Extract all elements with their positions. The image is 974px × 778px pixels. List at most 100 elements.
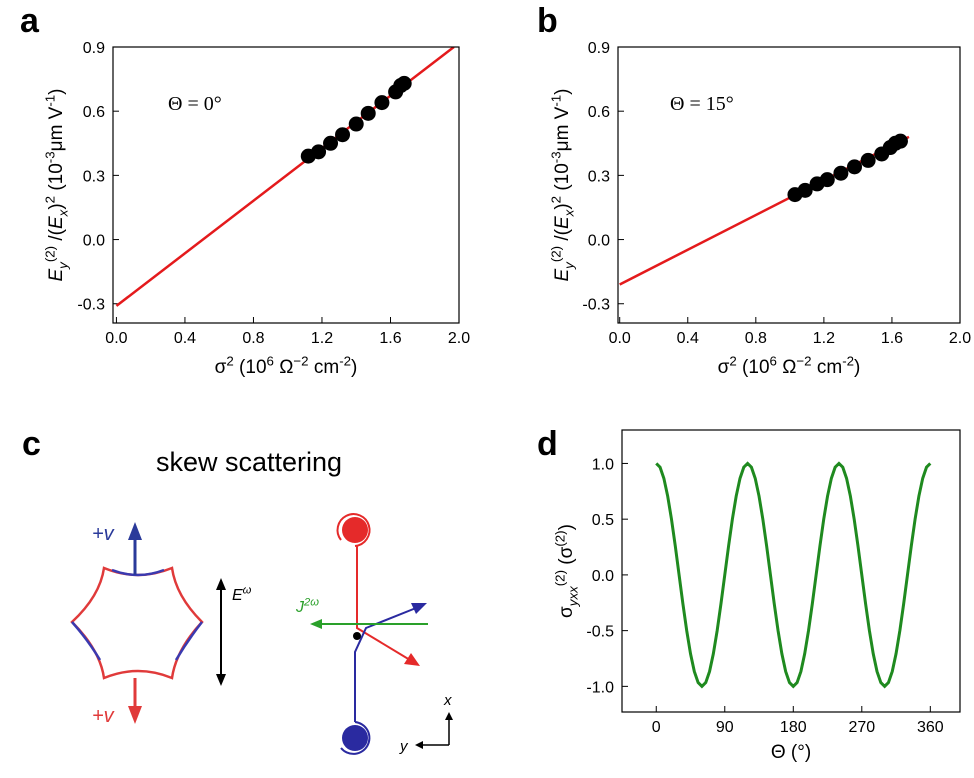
label-part: −2 [796,353,811,368]
data-point [892,133,908,149]
arrowhead [404,653,420,666]
data-point [335,127,351,143]
velocity-label: +v [92,523,115,545]
label-part: -1 [42,95,57,107]
panel-label: d [537,425,558,463]
y-tick-label: 0.0 [588,233,610,250]
chart: a0.0 0.4 0.8 1.2 1.6 2.0-0.30.00.30.60.9σ2 (1… [20,2,470,378]
plot-frame [621,429,961,713]
x-tick-label: 1.2 [813,330,835,347]
arrowhead [128,706,142,724]
label-part: y [56,261,71,270]
arrowhead [216,674,226,686]
label-part: Θ (°) [771,742,811,763]
label-part: -2 [842,353,854,368]
impurity [353,632,361,640]
annotation: Θ = 15° [670,93,734,115]
data-point [311,144,327,160]
y-tick-label: 0.9 [83,40,105,57]
label-part: -1 [548,95,563,107]
label-part: 2 [729,353,736,368]
y-tick-label: -0.5 [586,624,614,641]
y-axis-title: Ey(2) /(Ex)2 (10-3μm V-1) [548,88,576,281]
arrowhead [216,578,226,590]
x-axis-title: σ2 (106 Ω−2 cm-2) [215,353,358,378]
current-label: J2ω [295,597,319,616]
label-part: yxx [566,585,581,607]
label-part: ) [552,88,573,94]
velocity-label: +v [92,705,115,727]
y-tick-label: 0.0 [592,568,614,585]
x-axis-title: σ2 (106 Ω−2 cm-2) [718,353,861,378]
label-part: cm [309,357,340,378]
data-point [374,95,390,111]
panel-label: a [20,2,40,40]
arrowhead [411,603,427,614]
arrowhead [310,619,322,629]
label-part: (2) [42,246,57,262]
diagram-title: skew scattering [156,447,342,477]
label-part: −2 [293,353,308,368]
label-part: (2) [552,570,567,586]
trajectory [354,607,417,722]
arrowhead [415,741,423,749]
arrowhead [445,712,453,720]
label-part: μm V [552,106,573,151]
label-part: σ [215,357,227,378]
scatterer [342,725,368,751]
label-part: 2 [226,353,233,368]
chart: d0 90 180 270 360-1.0-0.50.00.51.0Θ (°)σyxx(… [537,425,961,763]
y-tick-label: 1.0 [592,456,614,473]
fermi-contour-blue [71,568,203,661]
x-tick-label: 360 [917,719,944,736]
plot-area [655,461,932,689]
y-tick-label: -1.0 [586,679,614,696]
y-tick-label: 0.6 [588,104,610,121]
data-point [833,165,849,181]
y-tick-label: 0.3 [83,168,105,185]
x-axis-title: Θ (°) [771,742,811,763]
chart: b0.0 0.4 0.8 1.2 1.6 2.0-0.30.00.30.60.9σ2 (1… [537,2,971,378]
arrowhead [128,522,142,540]
label-part: -3 [42,151,57,163]
label-part: -3 [548,151,563,163]
label-part: /( [552,228,573,246]
data-point [396,75,412,91]
label-part: (σ [556,546,577,570]
label-part: ) [46,88,67,94]
spin-loop [340,721,371,755]
x-tick-label: 2.0 [448,330,470,347]
label-part: E [46,216,67,229]
annotation: Θ = 0° [168,93,222,115]
panel-label: b [537,2,558,40]
label-part: 6 [267,353,274,368]
label-part: 2 [548,196,563,203]
data-point [797,182,813,198]
data-point [819,172,835,188]
x-tick-label: 2.0 [949,330,971,347]
label-part: σ [718,357,730,378]
x-tick-label: 0.8 [242,330,264,347]
label-part: E [552,216,573,229]
x-tick-label: 270 [848,719,875,736]
panel-label: c [22,425,41,463]
y-tick-label: 0.0 [83,233,105,250]
data-point [360,105,376,121]
label-part: 2 [42,196,57,203]
label-part: x [56,208,71,217]
trajectory [356,546,411,661]
label-part: 6 [770,353,777,368]
y-tick-label: 0.5 [592,512,614,529]
label-part: (10 [46,163,67,196]
plot-area [115,47,455,307]
label-part: Ω [274,357,293,378]
plot-frame [112,46,460,324]
x-tick-label: 1.6 [379,330,401,347]
x-tick-label: 180 [780,719,807,736]
y-axis-title: σyxx(2) (σ(2)) [552,524,580,618]
label-part: ω [243,585,252,597]
data-point [860,152,876,168]
label-part: σ [556,606,577,618]
label-part: Ω [777,357,796,378]
